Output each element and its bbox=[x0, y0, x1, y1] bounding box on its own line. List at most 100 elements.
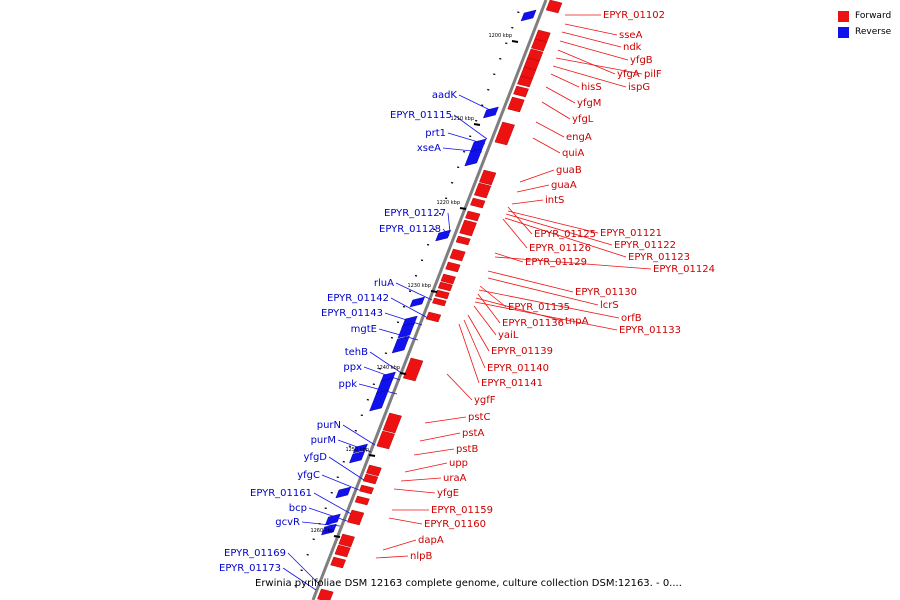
forward-gene-block[interactable] bbox=[425, 311, 442, 323]
forward-gene-block[interactable] bbox=[545, 0, 563, 14]
reverse-gene-label[interactable]: EPYR_01169 bbox=[224, 548, 286, 559]
forward-gene-label[interactable]: yfgM bbox=[577, 98, 601, 109]
forward-gene-block[interactable] bbox=[434, 289, 450, 300]
reverse-gene-block[interactable] bbox=[321, 523, 337, 536]
reverse-gene-label[interactable]: EPYR_01173 bbox=[219, 563, 281, 574]
forward-gene-label[interactable]: EPYR_01141 bbox=[481, 378, 543, 389]
forward-gene-label[interactable]: hisS bbox=[581, 82, 602, 93]
forward-gene-block[interactable] bbox=[507, 96, 525, 113]
reverse-gene-label[interactable]: EPYR_01128 bbox=[379, 224, 441, 235]
reverse-gene-label[interactable]: bcp bbox=[289, 503, 307, 514]
forward-gene-block[interactable] bbox=[474, 182, 492, 199]
forward-gene-label[interactable]: EPYR_01133 bbox=[619, 325, 681, 336]
forward-gene-label[interactable]: yfgL bbox=[572, 114, 594, 125]
reverse-gene-label[interactable]: ppx bbox=[343, 362, 362, 373]
forward-gene-label[interactable]: guaB bbox=[556, 165, 582, 176]
reverse-gene-block[interactable] bbox=[352, 443, 368, 454]
reverse-gene-label[interactable]: xseA bbox=[417, 143, 441, 154]
forward-gene-block[interactable] bbox=[382, 412, 402, 434]
forward-gene-label[interactable]: EPYR_01139 bbox=[491, 346, 553, 357]
reverse-gene-label[interactable]: gcvR bbox=[275, 517, 300, 528]
forward-gene-label[interactable]: uraA bbox=[443, 473, 467, 484]
forward-gene-block[interactable] bbox=[347, 509, 365, 526]
forward-gene-label[interactable]: intS bbox=[545, 195, 564, 206]
forward-gene-label[interactable]: EPYR_01130 bbox=[575, 287, 637, 298]
forward-gene-label[interactable]: EPYR_01124 bbox=[653, 264, 715, 275]
forward-gene-label[interactable]: nlpB bbox=[410, 551, 432, 562]
forward-gene-label[interactable]: EPYR_01123 bbox=[628, 252, 690, 263]
reverse-gene-label[interactable]: EPYR_01161 bbox=[250, 488, 312, 499]
forward-gene-block[interactable] bbox=[479, 169, 497, 186]
forward-gene-block[interactable] bbox=[531, 38, 548, 52]
forward-gene-block[interactable] bbox=[317, 588, 334, 600]
reverse-gene-block[interactable] bbox=[397, 322, 415, 339]
forward-gene-label[interactable]: EPYR_01135 bbox=[508, 302, 570, 313]
reverse-gene-label[interactable]: aadK bbox=[432, 90, 458, 101]
reverse-gene-label[interactable]: rluA bbox=[374, 278, 394, 289]
forward-gene-block[interactable] bbox=[470, 197, 486, 209]
forward-gene-block[interactable] bbox=[402, 357, 424, 382]
forward-gene-label[interactable]: quiA bbox=[562, 148, 584, 159]
forward-gene-block[interactable] bbox=[513, 85, 529, 98]
forward-gene-label[interactable]: tnpA bbox=[565, 316, 589, 327]
forward-gene-label[interactable]: upp bbox=[449, 458, 468, 469]
forward-gene-block[interactable] bbox=[445, 261, 461, 273]
forward-gene-label[interactable]: orfB bbox=[621, 313, 642, 324]
forward-gene-block[interactable] bbox=[437, 281, 453, 292]
forward-gene-block[interactable] bbox=[449, 248, 466, 262]
forward-gene-label[interactable]: EPYR_01160 bbox=[424, 519, 486, 530]
reverse-gene-label[interactable]: EPYR_01115 bbox=[390, 110, 452, 121]
forward-gene-block[interactable] bbox=[338, 533, 355, 548]
forward-gene-label[interactable]: yfgB bbox=[630, 55, 653, 66]
forward-gene-label[interactable]: lcrS bbox=[600, 300, 619, 311]
reverse-gene-label[interactable]: EPYR_01127 bbox=[384, 208, 446, 219]
forward-gene-label[interactable]: EPYR_01125 bbox=[534, 229, 596, 240]
forward-gene-label[interactable]: pstB bbox=[456, 444, 478, 455]
forward-gene-label[interactable]: dapA bbox=[418, 535, 444, 546]
reverse-gene-label[interactable]: ppk bbox=[339, 379, 358, 390]
forward-gene-block[interactable] bbox=[362, 473, 379, 485]
forward-gene-label[interactable]: EPYR_01126 bbox=[529, 243, 591, 254]
reverse-gene-block[interactable] bbox=[324, 513, 341, 526]
forward-gene-label[interactable]: yaiL bbox=[498, 330, 519, 341]
reverse-gene-block[interactable] bbox=[391, 335, 410, 354]
forward-gene-label[interactable]: guaA bbox=[551, 180, 577, 191]
forward-gene-block[interactable] bbox=[359, 484, 374, 495]
forward-gene-block[interactable] bbox=[494, 121, 515, 146]
reverse-gene-block[interactable] bbox=[464, 148, 483, 167]
reverse-gene-block[interactable] bbox=[520, 9, 537, 22]
forward-gene-label[interactable]: EPYR_01121 bbox=[600, 228, 662, 239]
forward-gene-label[interactable]: EPYR_01102 bbox=[603, 10, 665, 21]
reverse-gene-block[interactable] bbox=[369, 389, 389, 412]
forward-gene-block[interactable] bbox=[330, 556, 346, 569]
forward-gene-block[interactable] bbox=[440, 273, 456, 285]
reverse-gene-block[interactable] bbox=[435, 229, 452, 242]
reverse-gene-label[interactable]: prt1 bbox=[425, 128, 446, 139]
reverse-gene-label[interactable]: purN bbox=[317, 420, 341, 431]
forward-gene-label[interactable]: sseA bbox=[619, 30, 643, 41]
forward-gene-label[interactable]: pstC bbox=[468, 412, 490, 423]
forward-gene-block[interactable] bbox=[366, 464, 382, 477]
forward-gene-block[interactable] bbox=[334, 544, 351, 558]
forward-gene-label[interactable]: ispG bbox=[628, 82, 650, 93]
forward-gene-label[interactable]: ygfF bbox=[474, 395, 496, 406]
reverse-gene-label[interactable]: EPYR_01142 bbox=[327, 293, 389, 304]
reverse-gene-block[interactable] bbox=[349, 450, 366, 464]
forward-gene-label[interactable]: EPYR_01140 bbox=[487, 363, 549, 374]
forward-gene-label[interactable]: EPYR_01122 bbox=[614, 240, 676, 251]
forward-gene-label[interactable]: engA bbox=[566, 132, 592, 143]
reverse-gene-label[interactable]: purM bbox=[311, 435, 336, 446]
forward-gene-block[interactable] bbox=[459, 219, 477, 237]
forward-gene-label[interactable]: ndk bbox=[623, 42, 642, 53]
forward-gene-label[interactable]: pilF bbox=[644, 69, 662, 80]
forward-gene-label[interactable]: EPYR_01129 bbox=[525, 257, 587, 268]
forward-gene-label[interactable]: pstA bbox=[462, 428, 484, 439]
reverse-gene-block[interactable] bbox=[409, 296, 425, 308]
gene-blocks[interactable] bbox=[317, 0, 563, 600]
forward-gene-label[interactable]: EPYR_01136 bbox=[502, 318, 564, 329]
forward-gene-block[interactable] bbox=[517, 75, 533, 88]
reverse-gene-label[interactable]: yfgD bbox=[304, 452, 328, 463]
reverse-gene-block[interactable] bbox=[483, 106, 499, 119]
forward-gene-block[interactable] bbox=[432, 297, 447, 307]
